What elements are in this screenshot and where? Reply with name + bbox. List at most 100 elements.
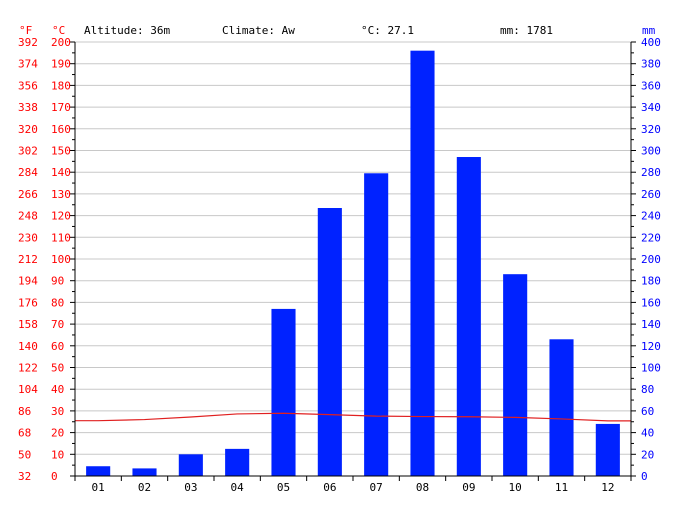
fahrenheit-tick-label: 158 bbox=[18, 318, 38, 331]
celsius-tick-label: 150 bbox=[51, 145, 71, 158]
fahrenheit-tick-label: 194 bbox=[18, 275, 38, 288]
precipitation-bar bbox=[364, 173, 389, 476]
month-label: 08 bbox=[416, 481, 429, 494]
celsius-tick-label: 70 bbox=[51, 318, 64, 331]
precipitation-bar bbox=[132, 468, 157, 476]
altitude-label: Altitude: 36m bbox=[84, 24, 170, 37]
temperature-line-group bbox=[75, 412, 631, 422]
fahrenheit-tick-label: 302 bbox=[18, 145, 38, 158]
mm-tick-label: 200 bbox=[641, 253, 661, 266]
mm-tick-label: 120 bbox=[641, 340, 661, 353]
fahrenheit-tick-label: 68 bbox=[18, 427, 31, 440]
mm-tick-label: 80 bbox=[641, 383, 654, 396]
celsius-tick-label: 40 bbox=[51, 383, 64, 396]
mm-unit-label: mm bbox=[642, 24, 656, 37]
celsius-tick-label: 160 bbox=[51, 123, 71, 136]
axes-group bbox=[70, 41, 636, 481]
celsius-tick-label: 90 bbox=[51, 275, 64, 288]
fahrenheit-tick-label: 338 bbox=[18, 101, 38, 114]
celsius-tick-label: 110 bbox=[51, 231, 71, 244]
celsius-tick-label: 190 bbox=[51, 58, 71, 71]
mm-tick-label: 140 bbox=[641, 318, 661, 331]
average-temperature-label: °C: 27.1 bbox=[361, 24, 414, 37]
fahrenheit-tick-label: 32 bbox=[18, 470, 31, 483]
precipitation-bar bbox=[549, 339, 574, 476]
mm-tick-label: 100 bbox=[641, 362, 661, 375]
month-label: 11 bbox=[555, 481, 568, 494]
month-label: 04 bbox=[231, 481, 245, 494]
celsius-tick-label: 50 bbox=[51, 362, 64, 375]
mm-tick-label: 260 bbox=[641, 188, 661, 201]
celsius-tick-label: 0 bbox=[51, 470, 58, 483]
mm-tick-label: 320 bbox=[641, 123, 661, 136]
precipitation-bar bbox=[86, 466, 111, 476]
month-label: 07 bbox=[370, 481, 383, 494]
mm-tick-label: 60 bbox=[641, 405, 654, 418]
fahrenheit-tick-label: 140 bbox=[18, 340, 38, 353]
precipitation-bar bbox=[317, 208, 342, 476]
fahrenheit-tick-label: 122 bbox=[18, 362, 38, 375]
mm-tick-label: 180 bbox=[641, 275, 661, 288]
fahrenheit-tick-label: 320 bbox=[18, 123, 38, 136]
precipitation-bar bbox=[178, 454, 203, 476]
mm-tick-label: 360 bbox=[641, 79, 661, 92]
celsius-tick-label: 30 bbox=[51, 405, 64, 418]
mm-tick-label: 160 bbox=[641, 296, 661, 309]
celsius-tick-label: 130 bbox=[51, 188, 71, 201]
fahrenheit-tick-label: 356 bbox=[18, 79, 38, 92]
precipitation-bars bbox=[86, 50, 620, 477]
precipitation-bar bbox=[456, 157, 481, 476]
month-label: 10 bbox=[509, 481, 522, 494]
fahrenheit-tick-label: 212 bbox=[18, 253, 38, 266]
month-label: 09 bbox=[462, 481, 475, 494]
mm-tick-label: 40 bbox=[641, 427, 654, 440]
mm-tick-label: 240 bbox=[641, 210, 661, 223]
precipitation-bar bbox=[225, 448, 250, 476]
climate-label: Climate: Aw bbox=[222, 24, 295, 37]
month-label: 05 bbox=[277, 481, 290, 494]
fahrenheit-tick-label: 248 bbox=[18, 210, 38, 223]
celsius-tick-label: 60 bbox=[51, 340, 64, 353]
celsius-tick-label: 140 bbox=[51, 166, 71, 179]
fahrenheit-unit-label: °F bbox=[19, 24, 32, 37]
mm-tick-label: 220 bbox=[641, 231, 661, 244]
celsius-tick-label: 180 bbox=[51, 79, 71, 92]
month-label: 01 bbox=[92, 481, 105, 494]
mm-tick-label: 300 bbox=[641, 145, 661, 158]
precipitation-bar bbox=[595, 423, 620, 476]
celsius-tick-label: 120 bbox=[51, 210, 71, 223]
fahrenheit-tick-label: 266 bbox=[18, 188, 38, 201]
fahrenheit-tick-label: 374 bbox=[18, 58, 38, 71]
month-label: 06 bbox=[323, 481, 336, 494]
temperature-line bbox=[75, 412, 631, 422]
mm-tick-label: 380 bbox=[641, 58, 661, 71]
celsius-tick-label: 100 bbox=[51, 253, 71, 266]
fahrenheit-tick-label: 104 bbox=[18, 383, 38, 396]
celsius-tick-label: 10 bbox=[51, 448, 64, 461]
total-precipitation-label: mm: 1781 bbox=[500, 24, 553, 37]
fahrenheit-tick-label: 86 bbox=[18, 405, 31, 418]
mm-tick-label: 340 bbox=[641, 101, 661, 114]
celsius-tick-label: 200 bbox=[51, 36, 71, 49]
fahrenheit-tick-label: 392 bbox=[18, 36, 38, 49]
month-label: 12 bbox=[601, 481, 614, 494]
mm-tick-label: 20 bbox=[641, 448, 654, 461]
fahrenheit-tick-label: 176 bbox=[18, 296, 38, 309]
precipitation-bar bbox=[503, 274, 528, 476]
mm-tick-label: 280 bbox=[641, 166, 661, 179]
celsius-tick-label: 170 bbox=[51, 101, 71, 114]
month-label: 03 bbox=[184, 481, 197, 494]
mm-tick-label: 400 bbox=[641, 36, 661, 49]
fahrenheit-tick-label: 50 bbox=[18, 448, 31, 461]
mm-tick-label: 0 bbox=[641, 470, 648, 483]
grid-lines bbox=[75, 41, 631, 455]
precipitation-bar bbox=[271, 308, 296, 476]
fahrenheit-tick-label: 230 bbox=[18, 231, 38, 244]
month-label: 02 bbox=[138, 481, 151, 494]
fahrenheit-tick-label: 284 bbox=[18, 166, 38, 179]
celsius-tick-label: 20 bbox=[51, 427, 64, 440]
celsius-tick-label: 80 bbox=[51, 296, 64, 309]
celsius-unit-label: °C bbox=[52, 24, 65, 37]
